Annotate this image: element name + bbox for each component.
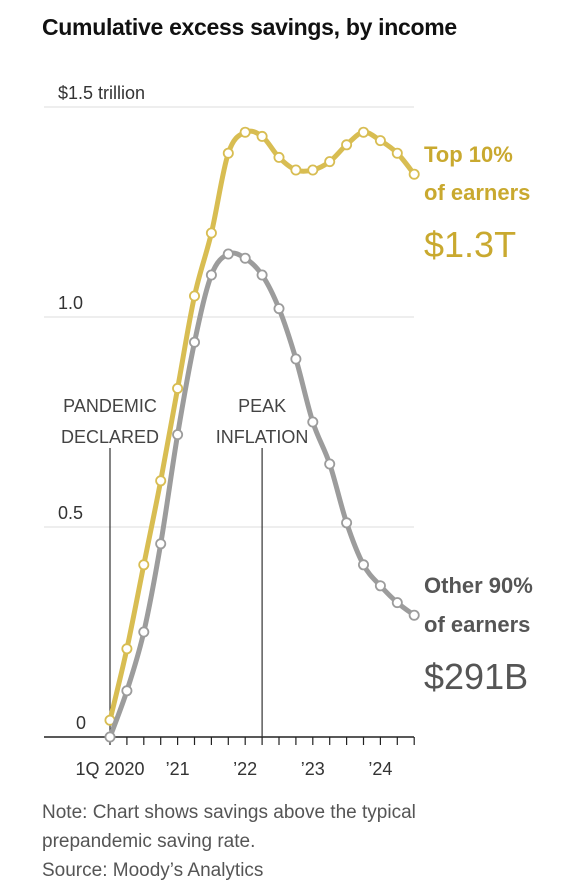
note-line-1: Note: Chart shows savings above the typi…: [42, 802, 416, 823]
data-point: [273, 151, 285, 163]
series-label: Other 90%: [424, 573, 533, 598]
data-point: [188, 336, 200, 348]
x-tick-label: ’22: [233, 759, 257, 779]
data-point: [138, 626, 150, 638]
data-point: [172, 429, 184, 441]
y-tick-label: $1.5 trillion: [58, 83, 145, 103]
data-point: [324, 156, 336, 168]
data-point: [391, 597, 403, 609]
data-point: [374, 580, 386, 592]
data-point: [307, 416, 319, 428]
data-point: [222, 147, 234, 159]
data-point: [138, 559, 150, 571]
data-point: [239, 252, 251, 264]
data-point: [391, 147, 403, 159]
note-line-2: prepandemic saving rate.: [42, 831, 256, 852]
source-line: Source: Moody’s Analytics: [42, 860, 264, 881]
data-point: [374, 135, 386, 147]
data-point: [155, 475, 167, 487]
data-point: [256, 269, 268, 281]
y-tick-label: 0.5: [58, 503, 83, 523]
data-point: [256, 130, 268, 142]
chart-notes: Note: Chart shows savings above the typi…: [42, 798, 416, 885]
x-tick-label: ’23: [301, 759, 325, 779]
series-label: of earners: [424, 612, 530, 637]
data-point: [324, 458, 336, 470]
x-tick-label: ’24: [368, 759, 392, 779]
annotation-label: PEAK: [238, 396, 286, 416]
series-label: Top 10%: [424, 142, 513, 167]
data-point: [408, 168, 420, 180]
data-point: [290, 164, 302, 176]
annotation-label: PANDEMIC: [63, 396, 157, 416]
data-point: [205, 269, 217, 281]
series-end-value: $1.3T: [424, 224, 516, 265]
data-point: [205, 227, 217, 239]
data-point: [121, 643, 133, 655]
data-point: [357, 559, 369, 571]
data-point: [121, 685, 133, 697]
y-tick-label: 1.0: [58, 293, 83, 313]
data-point: [307, 164, 319, 176]
x-tick-label: ’21: [166, 759, 190, 779]
chart: 0 0.5 1.0 $1.5 trillion 1Q 2020 ’21 ’22 ’23 ’24 P…: [44, 83, 533, 779]
data-point: [290, 353, 302, 365]
series-end-value: $291B: [424, 656, 528, 697]
annotation-label: DECLARED: [61, 427, 159, 447]
data-point: [341, 517, 353, 529]
data-point: [104, 731, 116, 743]
data-point: [341, 139, 353, 151]
data-point: [222, 248, 234, 260]
data-point: [239, 126, 251, 138]
series-label: of earners: [424, 180, 530, 205]
data-point: [357, 126, 369, 138]
y-tick-label: 0: [76, 713, 86, 733]
annotation-label: INFLATION: [216, 427, 309, 447]
data-point: [408, 609, 420, 621]
data-point: [155, 538, 167, 550]
x-tick-label: 1Q 2020: [75, 759, 144, 779]
data-point: [273, 303, 285, 315]
chart-title: Cumulative excess savings, by income: [42, 14, 457, 40]
data-point: [172, 382, 184, 394]
data-point: [188, 290, 200, 302]
